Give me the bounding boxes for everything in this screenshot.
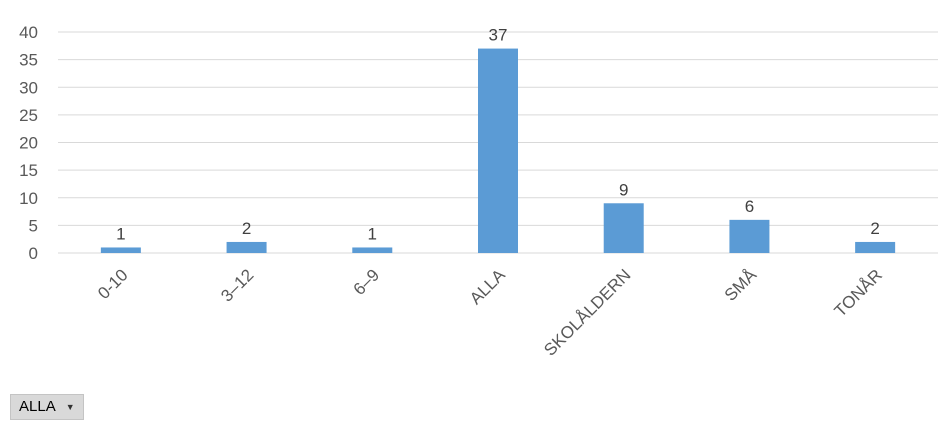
bar — [603, 203, 644, 253]
bar — [352, 247, 393, 253]
x-tick-label: 3–12 — [217, 265, 257, 305]
bar — [226, 241, 267, 253]
x-axis-tick-labels: 0-10 3–12 6–9 ALLA SKOLÅLDERN SMÅ TONÅR — [94, 265, 886, 360]
data-label: 2 — [870, 219, 879, 238]
x-tick-label: 0-10 — [94, 265, 131, 302]
chevron-down-icon: ▼ — [65, 402, 75, 412]
y-axis-tick-labels: 0 5 10 15 20 25 30 35 40 — [19, 23, 38, 263]
y-tick-label: 30 — [19, 78, 38, 97]
bar-chart: 0 5 10 15 20 25 30 35 40 1 2 1 37 9 6 2 0-10 3–12 6–9 ALL… — [19, 23, 938, 360]
y-tick-label: 0 — [29, 244, 38, 263]
y-tick-label: 20 — [19, 134, 38, 153]
filter-selected-value: ALLA — [19, 398, 56, 415]
bar — [478, 48, 518, 254]
x-tick-label: TONÅR — [831, 265, 886, 320]
data-label: 6 — [745, 197, 754, 216]
x-tick-label: 6–9 — [350, 265, 383, 298]
x-tick-label: ALLA — [466, 265, 509, 308]
y-tick-label: 35 — [19, 51, 38, 70]
data-label: 2 — [242, 219, 251, 238]
y-tick-label: 5 — [29, 216, 38, 235]
bar — [729, 219, 770, 253]
x-tick-label: SKOLÅLDERN — [540, 265, 634, 359]
y-tick-label: 40 — [19, 23, 38, 42]
filter-dropdown-button[interactable]: ALLA ▼ — [10, 394, 84, 420]
y-tick-label: 15 — [19, 161, 38, 180]
data-label: 37 — [489, 26, 508, 45]
bar — [855, 241, 896, 253]
x-tick-label: SMÅ — [721, 265, 761, 305]
data-label: 1 — [116, 224, 125, 243]
bar — [100, 247, 141, 253]
bars — [100, 48, 896, 254]
y-tick-label: 10 — [19, 189, 38, 208]
data-labels: 1 2 1 37 9 6 2 — [116, 26, 880, 244]
data-label: 9 — [619, 180, 628, 199]
y-tick-label: 25 — [19, 106, 38, 125]
data-label: 1 — [368, 224, 377, 243]
